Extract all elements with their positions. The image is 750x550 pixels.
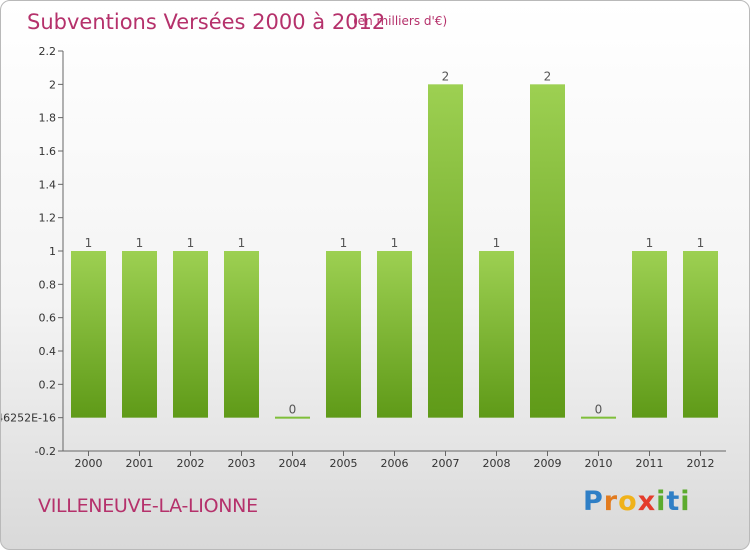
logo-letter: t xyxy=(666,486,681,517)
data-label: 2 xyxy=(544,69,552,83)
x-tick-label: 2009 xyxy=(534,457,562,470)
data-label: 1 xyxy=(646,236,654,250)
x-tick-label: 2005 xyxy=(330,457,358,470)
y-tick-label: -1.1102230246252E-16 xyxy=(1,412,56,425)
y-tick-label: 1.2 xyxy=(39,212,57,225)
logo-letter: o xyxy=(618,486,638,517)
x-tick-label: 2002 xyxy=(177,457,205,470)
bar xyxy=(428,84,463,418)
bar xyxy=(122,251,157,418)
data-label: 0 xyxy=(289,403,297,417)
bar xyxy=(683,251,718,418)
data-label: 1 xyxy=(340,236,348,250)
chart-title: Subventions Versées 2000 à 2012 xyxy=(27,10,386,34)
y-tick-label: -0.2 xyxy=(35,445,56,458)
x-tick-label: 2010 xyxy=(585,457,613,470)
bar xyxy=(71,251,106,418)
data-label: 1 xyxy=(85,236,93,250)
logo-letter: P xyxy=(583,486,604,517)
bar xyxy=(377,251,412,418)
data-label: 1 xyxy=(187,236,195,250)
chart-subtitle: (en milliers d'€) xyxy=(353,14,448,28)
x-tick-label: 2000 xyxy=(75,457,103,470)
bar xyxy=(224,251,259,418)
data-label: 2 xyxy=(442,69,450,83)
bar xyxy=(275,416,310,419)
x-tick-label: 2003 xyxy=(228,457,256,470)
y-tick-label: 0.6 xyxy=(39,312,57,325)
x-tick-label: 2007 xyxy=(432,457,460,470)
y-tick-label: 1.6 xyxy=(39,145,57,158)
logo-letter: x xyxy=(637,486,657,517)
y-tick-label: 0.8 xyxy=(39,278,57,291)
bar xyxy=(581,416,616,419)
x-tick-label: 2008 xyxy=(483,457,511,470)
logo-letter: i xyxy=(656,486,667,517)
proxiti-logo[interactable]: Proxiti xyxy=(583,486,691,517)
x-tick-label: 2006 xyxy=(381,457,409,470)
bar xyxy=(530,84,565,418)
bar xyxy=(173,251,208,418)
bar xyxy=(632,251,667,418)
y-tick-label: 2.2 xyxy=(39,45,57,58)
logo-letter: i xyxy=(680,486,691,517)
x-tick-label: 2012 xyxy=(687,457,715,470)
data-label: 1 xyxy=(493,236,501,250)
logo-letter: r xyxy=(603,486,619,517)
data-label: 1 xyxy=(697,236,705,250)
x-tick-label: 2011 xyxy=(636,457,664,470)
commune-name: VILLENEUVE-LA-LIONNE xyxy=(38,495,258,517)
data-label: 1 xyxy=(238,236,246,250)
y-tick-label: 0.2 xyxy=(39,378,57,391)
bar xyxy=(479,251,514,418)
x-tick-label: 2004 xyxy=(279,457,307,470)
data-label: 1 xyxy=(391,236,399,250)
y-tick-label: 1.8 xyxy=(39,112,57,125)
y-tick-label: 1 xyxy=(49,245,56,258)
y-tick-label: 0.4 xyxy=(39,345,57,358)
x-tick-label: 2001 xyxy=(126,457,154,470)
data-label: 1 xyxy=(136,236,144,250)
y-tick-label: 2 xyxy=(49,78,56,91)
y-tick-label: 1.4 xyxy=(39,178,57,191)
bar xyxy=(326,251,361,418)
data-label: 0 xyxy=(595,403,603,417)
